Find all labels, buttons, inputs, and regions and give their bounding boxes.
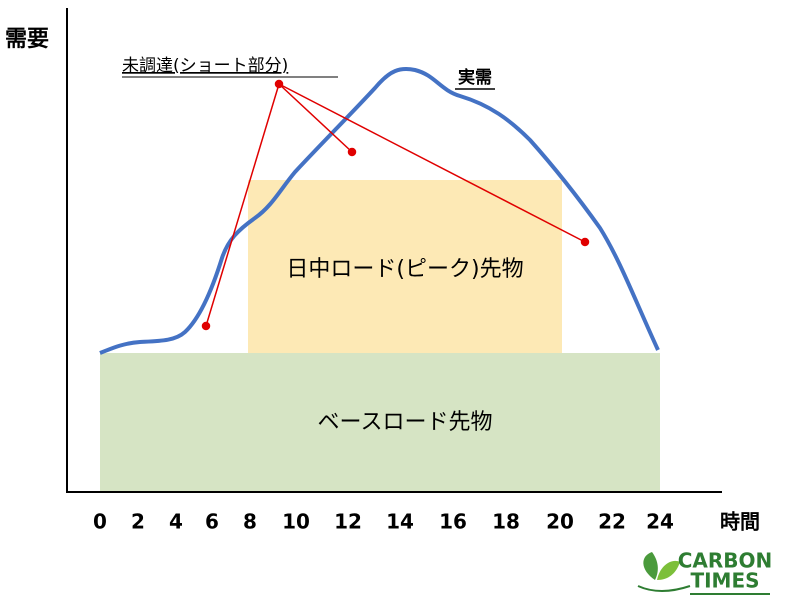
x-tick-label: 6 (205, 510, 219, 534)
actual-label: 実需 (458, 67, 492, 88)
x-tick-label: 10 (282, 510, 310, 534)
x-tick-label: 0 (93, 510, 107, 534)
base-block (100, 353, 660, 492)
x-tick-label: 14 (386, 510, 414, 534)
x-tick-label: 2 (131, 510, 145, 534)
x-tick-label: 12 (334, 510, 362, 534)
shortfall-pointers (201, 79, 590, 331)
shortfall-label: 未調達(ショート部分) (122, 56, 288, 76)
logo: CARBON TIMES (637, 549, 773, 595)
logo-line2: TIMES (690, 569, 759, 593)
x-tick-label: 16 (439, 510, 467, 534)
x-tick-label: 22 (598, 510, 626, 534)
base-label: ベースロード先物 (318, 410, 493, 435)
y-axis-label: 需要 (5, 27, 49, 52)
x-tick-label: 20 (546, 510, 574, 534)
peak-label: 日中ロード(ピーク)先物 (286, 257, 523, 282)
x-axis-label: 時間 (720, 510, 760, 534)
logo-line1: CARBON (678, 549, 773, 573)
peak-block (248, 180, 562, 353)
x-tick-label: 4 (169, 510, 183, 534)
x-tick-label: 8 (243, 510, 257, 534)
demand-curve (99, 67, 660, 355)
x-tick-label: 24 (646, 510, 674, 534)
x-tick-label: 18 (492, 510, 520, 534)
